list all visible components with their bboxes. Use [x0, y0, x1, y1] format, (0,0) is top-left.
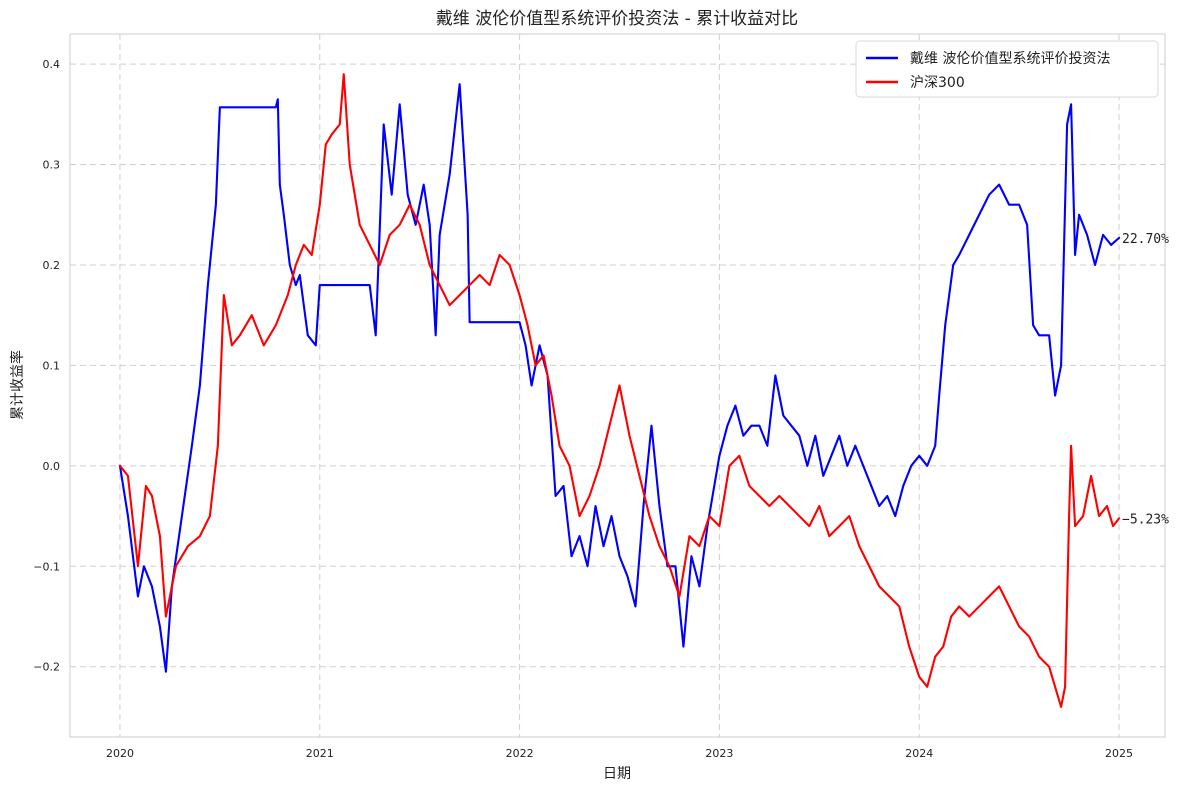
- legend-label: 沪深300: [910, 75, 965, 91]
- y-tick-label: 0.0: [43, 460, 61, 473]
- legend-box: [855, 40, 1159, 98]
- tick-layer: 2020 2021 2022 2023 2024 2025 −0.2 −0.1 0.0 0.1 0.…: [33, 58, 1133, 760]
- end-value-label: 22.70%: [1122, 232, 1169, 247]
- x-tick-label: 2021: [306, 747, 334, 760]
- end-value-label: −5.23%: [1122, 512, 1169, 527]
- series-line-strategy: [118, 83, 1121, 673]
- x-tick-label: 2024: [905, 747, 933, 760]
- x-tick-label: 2023: [705, 747, 733, 760]
- y-axis-label: 累计收益率: [9, 350, 26, 420]
- plot-frame: [69, 33, 1166, 738]
- y-tick-label: 0.3: [43, 159, 61, 172]
- x-tick-label: 2022: [506, 747, 534, 760]
- series-layer: [118, 73, 1121, 708]
- end-labels: 22.70% −5.23%: [1122, 232, 1169, 527]
- x-tick-label: 2020: [106, 747, 134, 760]
- y-tick-label: −0.2: [33, 661, 60, 674]
- x-tick-label: 2025: [1105, 747, 1133, 760]
- y-tick-label: 0.2: [43, 259, 61, 272]
- chart-title: 戴维 波伦价值型系统评价投资法 - 累计收益对比: [436, 9, 798, 29]
- y-tick-label: 0.4: [43, 58, 61, 71]
- y-tick-label: 0.1: [43, 359, 61, 372]
- series-line-benchmark: [118, 73, 1121, 708]
- legend-label: 戴维 波伦价值型系统评价投资法: [910, 51, 1110, 67]
- y-tick-label: −0.1: [33, 560, 60, 573]
- x-axis-label: 日期: [603, 766, 631, 782]
